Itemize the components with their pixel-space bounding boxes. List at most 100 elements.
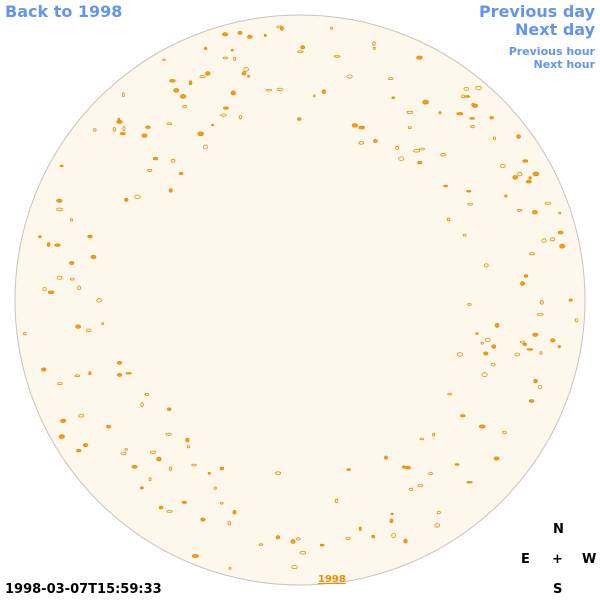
magnetic-feature [106,424,111,429]
magnetic-feature [387,77,394,80]
disk-year-link[interactable]: 1998 [318,574,346,585]
magnetic-feature [493,136,496,141]
magnetic-feature [371,534,376,539]
magnetic-feature [166,407,172,411]
magnetic-feature [166,122,173,125]
magnetic-feature [532,209,538,215]
magnetic-feature [199,75,206,79]
magnetic-feature [557,345,561,349]
magnetic-feature [544,201,552,205]
next-hour-link[interactable]: Next hour [533,58,596,71]
magnetic-feature [247,34,253,39]
next-day-link[interactable]: Next day [515,20,595,39]
previous-day-link[interactable]: Previous day [478,2,595,21]
magnetic-feature [541,238,547,243]
magnetic-feature [139,486,144,490]
magnetic-feature [168,466,173,471]
magnetic-feature [46,242,51,247]
magnetic-feature [117,117,121,123]
magnetic-feature [464,95,471,98]
magnetic-feature [237,31,243,35]
previous-hour-link[interactable]: Previous hour [508,45,595,58]
magnetic-feature [207,471,211,475]
magnetic-feature [238,115,242,120]
magnetic-feature [279,25,284,31]
magnetic-feature [41,367,47,372]
magnetic-feature [185,437,190,443]
timestamp: 1998-03-07T15:59:33 [5,582,162,597]
magnetic-feature [438,111,442,115]
magnetic-feature [178,171,184,175]
magnetic-feature [403,538,408,544]
magnetic-feature [165,432,172,436]
magnetic-feature [502,430,507,435]
magnetic-feature [241,71,247,76]
magnetic-feature [119,132,126,136]
magnetic-feature [168,188,173,193]
solar-disk [14,14,586,586]
magnetic-feature [391,96,396,99]
magnetic-feature [202,144,208,150]
magnetic-feature [467,202,473,206]
magnetic-feature [275,471,282,475]
magnetic-feature [300,45,306,50]
magnetic-feature [188,80,193,85]
magnetic-feature [247,74,251,78]
magnetic-feature [75,324,81,329]
magnetic-feature [38,235,42,239]
magnetic-feature [82,443,89,448]
magnetic-feature [446,217,451,222]
magnetic-feature [334,498,339,503]
magnetic-feature [230,90,236,96]
magnetic-feature [232,509,237,515]
magnetic-feature [333,55,341,58]
magnetic-feature [422,99,429,105]
magnetic-feature [434,523,440,528]
magnetic-feature [297,50,304,54]
magnetic-feature [122,126,126,131]
magnetic-feature [475,85,482,91]
magnetic-feature [574,318,579,323]
magnetic-feature [219,502,224,505]
magnetic-feature [484,337,491,342]
magnetic-feature [550,338,556,343]
magnetic-feature [539,351,543,355]
magnetic-feature [112,127,117,132]
magnetic-feature [419,147,425,151]
back-link[interactable]: Back to 1998 [5,2,123,21]
magnetic-feature [124,197,129,202]
magnetic-feature [265,88,272,92]
magnetic-feature [291,565,298,570]
magnetic-feature [101,322,105,326]
magnetic-feature [145,125,151,129]
magnetic-feature [56,275,63,280]
magnetic-feature [470,125,475,129]
magnetic-feature [42,287,47,292]
magnetic-feature [517,171,523,177]
magnetic-feature [529,252,535,256]
magnetic-feature [131,464,138,469]
magnetic-feature [358,141,365,145]
magnetic-feature [263,33,267,37]
magnetic-feature [384,455,388,460]
magnetic-feature [402,465,406,469]
magnetic-feature [90,254,97,260]
magnetic-feature [47,290,55,294]
magnetic-feature [516,134,521,139]
magnetic-feature [480,341,484,345]
magnetic-feature [213,486,217,490]
compass-north: N [553,522,564,537]
magnetic-feature [549,237,556,242]
magnetic-feature [299,551,306,555]
magnetic-feature [147,168,153,172]
magnetic-feature [141,133,148,138]
magnetic-feature [186,445,191,449]
magnetic-feature [351,123,359,128]
magnetic-feature [358,526,362,531]
magnetic-feature [173,88,180,93]
magnetic-feature [358,125,365,130]
magnetic-feature [419,437,424,441]
magnetic-feature [539,300,544,305]
magnetic-feature [516,208,523,212]
magnetic-feature [490,362,496,367]
